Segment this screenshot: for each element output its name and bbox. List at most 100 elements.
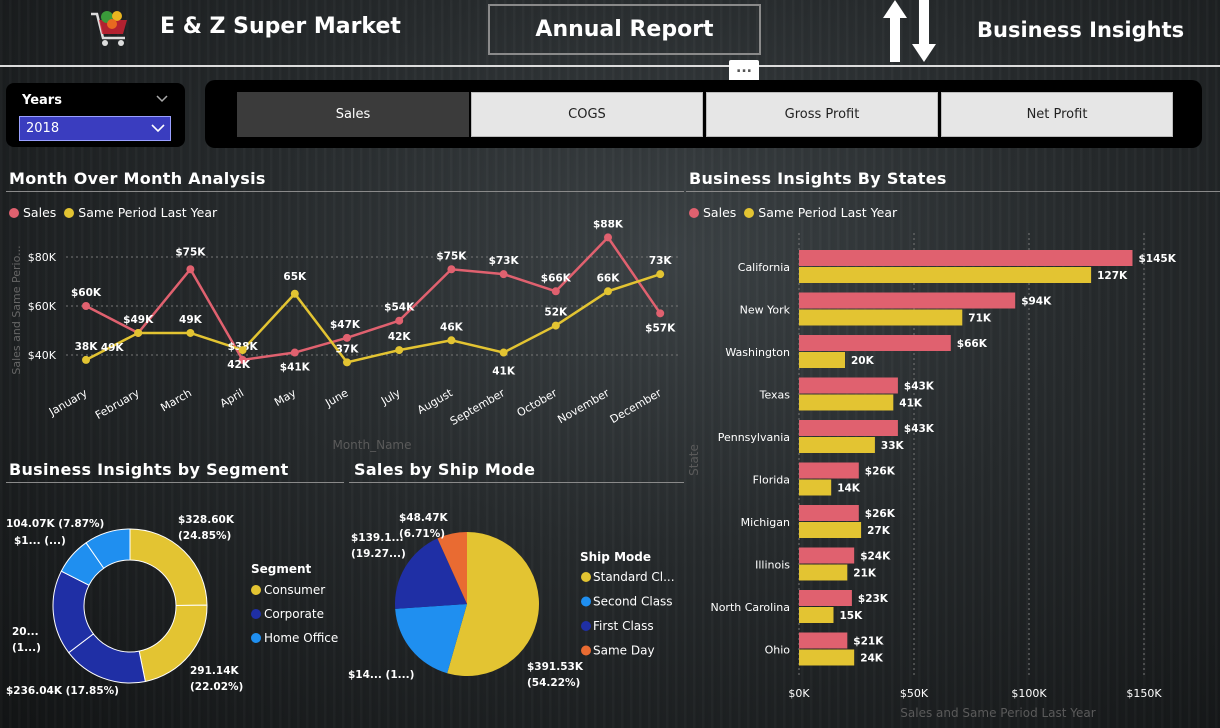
up-down-arrows-icon	[883, 0, 936, 62]
y-tick-label: $40K	[28, 349, 57, 362]
category-label: Michigan	[741, 516, 790, 529]
x-tick-label: April	[218, 386, 246, 410]
mom-legend: Sales Same Period Last Year	[9, 205, 217, 220]
slice-label-pct: (19.27...)	[351, 548, 406, 560]
tab-net-profit[interactable]: Net Profit	[941, 92, 1173, 137]
sales-data-label: $94K	[1021, 296, 1052, 308]
last-year-bar	[799, 352, 845, 368]
data-label: $41K	[280, 362, 311, 374]
sales-bar	[799, 505, 859, 521]
legend-title: Ship Mode	[580, 550, 651, 564]
sales-point	[238, 355, 247, 364]
data-label: $57K	[645, 322, 676, 334]
data-label: 41K	[492, 366, 516, 378]
sales-bar	[799, 632, 848, 649]
slice-label: $236.04K (17.85%)	[6, 685, 119, 697]
category-label: Florida	[753, 474, 790, 487]
legend-label: First Class	[593, 619, 654, 633]
slice-label-pct: (24.85%)	[178, 530, 231, 542]
sales-bar	[799, 590, 852, 606]
dropdown-chevron-icon[interactable]	[151, 122, 165, 134]
data-label: $75K	[436, 250, 467, 262]
sales-data-label: $145K	[1139, 253, 1177, 265]
slice-label: $391.53K	[527, 661, 584, 673]
category-label: North Carolina	[710, 601, 790, 614]
legend-label-last-year: Same Period Last Year	[758, 205, 898, 220]
sales-point	[499, 270, 508, 279]
tab-gross-profit[interactable]: Gross Profit	[706, 92, 938, 137]
segment-title-divider	[6, 482, 344, 483]
states-bar-chart: $0K $50K $100K $150K Sales and Same Period L…	[687, 233, 1177, 720]
last-year-data-label: 41K	[899, 398, 923, 410]
data-label: 73K	[649, 255, 673, 267]
x-axis-title: Sales and Same Period Last Year	[900, 706, 1096, 720]
data-label: 38K	[75, 341, 99, 353]
slice-label: $139.1...	[351, 532, 404, 544]
legend-swatch-sales	[689, 207, 699, 218]
sales-bar	[799, 250, 1133, 266]
sales-data-label: $43K	[904, 381, 935, 393]
legend-swatch	[581, 596, 591, 607]
x-axis-title: Month_Name	[332, 438, 411, 452]
x-tick-label: December	[608, 386, 664, 426]
x-tick-label: $50K	[900, 687, 929, 700]
data-label: 65K	[283, 271, 307, 283]
sales-bar	[799, 377, 898, 394]
tab-label: COGS	[568, 107, 606, 122]
x-tick-label: August	[415, 386, 455, 417]
legend-label-last-year: Same Period Last Year	[78, 205, 218, 220]
years-dropdown[interactable]: 2018	[19, 116, 171, 141]
x-tick-label: $100K	[1011, 687, 1047, 700]
legend-swatch	[581, 621, 591, 631]
segment-donut-chart: $328.60K (24.85%) 291.14K (22.02%) $236.04K …	[6, 514, 338, 697]
segment-chart-title: Business Insights by Segment	[9, 460, 289, 479]
business-insights-title: Business Insights	[977, 18, 1185, 42]
states-title-divider	[686, 191, 1220, 192]
y-tick-label: $80K	[28, 251, 57, 264]
mom-chart-title: Month Over Month Analysis	[9, 169, 266, 188]
x-tick-label: $0K	[788, 687, 810, 700]
slice-label-pct: (22.02%)	[190, 681, 243, 693]
data-label: $60K	[71, 287, 102, 299]
legend-swatch	[581, 572, 591, 582]
legend-label: Second Class	[593, 595, 673, 609]
last-year-data-label: 21K	[853, 568, 877, 580]
x-tick-label: September	[448, 386, 508, 428]
category-label: Texas	[759, 389, 791, 402]
tab-sales[interactable]: Sales	[237, 92, 469, 137]
states-chart-title: Business Insights By States	[689, 169, 947, 188]
tab-label: Gross Profit	[784, 107, 860, 122]
sales-point	[343, 333, 351, 342]
shipmode-slice	[447, 532, 539, 676]
category-label: Illinois	[755, 559, 790, 572]
sales-point	[82, 302, 90, 310]
slice-label: $328.60K	[178, 514, 235, 526]
report-title-box: Annual Report	[488, 4, 761, 55]
slice-label: $1... (...)	[14, 535, 66, 547]
data-label: $47K	[330, 319, 361, 331]
data-label: $75K	[175, 246, 206, 258]
last-year-point	[290, 289, 299, 298]
slice-label: 104.07K (7.87%)	[6, 518, 104, 530]
data-label: $54K	[384, 302, 415, 314]
data-label: 46K	[440, 321, 464, 333]
store-title: E & Z Super Market	[160, 14, 401, 39]
x-tick-label: March	[158, 386, 194, 414]
category-label: New York	[740, 304, 791, 317]
y-tick-label: $60K	[28, 300, 57, 313]
sales-data-label: $26K	[865, 508, 896, 520]
legend-swatch-last-year	[744, 207, 755, 218]
legend-swatch	[251, 633, 261, 643]
data-label: $49K	[123, 314, 154, 326]
tab-cogs[interactable]: COGS	[471, 92, 703, 137]
last-year-data-label: 15K	[840, 610, 864, 622]
slice-label: 291.14K	[190, 665, 240, 677]
last-year-bar	[799, 394, 894, 411]
last-year-point	[82, 355, 90, 364]
x-tick-label: January	[46, 386, 90, 419]
last-year-bar	[799, 522, 862, 538]
data-label: 49K	[101, 342, 125, 354]
chevron-down-icon[interactable]	[155, 92, 169, 106]
sales-bar	[799, 292, 1016, 309]
last-year-data-label: 71K	[968, 313, 992, 325]
